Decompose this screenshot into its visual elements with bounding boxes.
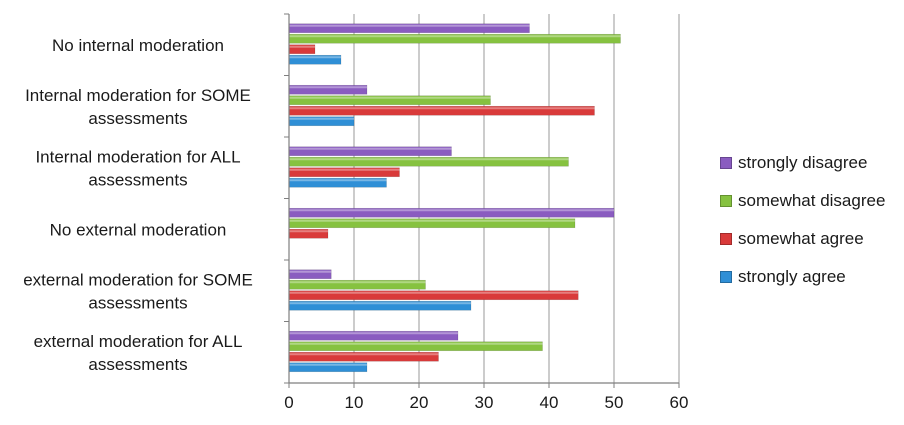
bar-highlight [289,219,575,222]
legend-item: strongly agree [720,264,885,290]
gridlines [353,14,680,383]
category-label: assessments [88,170,187,189]
legend-label: strongly agree [738,267,846,286]
x-tick-label: 40 [540,393,559,412]
legend-label: somewhat agree [738,229,864,248]
x-tick-labels: 0 10 20 30 40 50 60 [284,393,688,412]
bar-highlight [289,96,491,99]
bar-highlight [289,291,579,294]
legend-swatch [720,233,732,245]
legend-swatch [720,195,732,207]
bar-highlight [289,45,315,48]
bar-highlight [289,35,621,38]
category-label: assessments [88,109,187,128]
legend-swatch [720,271,732,283]
bar-highlight [289,230,328,233]
x-tick-label: 30 [475,393,494,412]
bar-highlight [289,107,595,110]
bar-highlight [289,342,543,345]
bar-highlight [289,302,471,305]
bar-highlight [289,86,367,89]
legend-label: strongly disagree [738,153,868,172]
x-tick-label: 20 [410,393,429,412]
legend-item: somewhat agree [720,226,885,252]
legend-item: strongly disagree [720,150,885,176]
bar-highlight [289,281,426,284]
bar-highlight [289,270,332,273]
category-label: external moderation for SOME [23,270,253,289]
category-label: No internal moderation [52,36,224,55]
bar-highlight [289,24,530,27]
bar-highlight [289,56,341,59]
x-tick-label: 60 [670,393,689,412]
bar-highlight [289,363,367,366]
bar-highlight [289,168,400,171]
bars [288,23,621,373]
bar-highlight [289,209,614,212]
legend-item: somewhat disagree [720,188,885,214]
category-label: Internal moderation for ALL [35,147,240,166]
legend: strongly disagree somewhat disagree somewh… [720,150,885,302]
category-label: external moderation for ALL [34,332,243,351]
x-tick-label: 50 [605,393,624,412]
legend-label: somewhat disagree [738,191,886,210]
bar-highlight [289,117,354,120]
bar-highlight [289,158,569,161]
x-tick-label: 10 [345,393,364,412]
legend-swatch [720,157,732,169]
category-label: assessments [88,355,187,374]
category-label: No external moderation [50,220,227,239]
bar-highlight [289,147,452,150]
x-tick-label: 0 [284,393,293,412]
axes [284,13,680,388]
category-labels: No internal moderation Internal moderatio… [23,36,253,374]
category-label: assessments [88,293,187,312]
category-label: Internal moderation for SOME [25,86,251,105]
bar-highlight [289,179,387,182]
bar-highlight [289,332,458,335]
bar-highlight [289,353,439,356]
